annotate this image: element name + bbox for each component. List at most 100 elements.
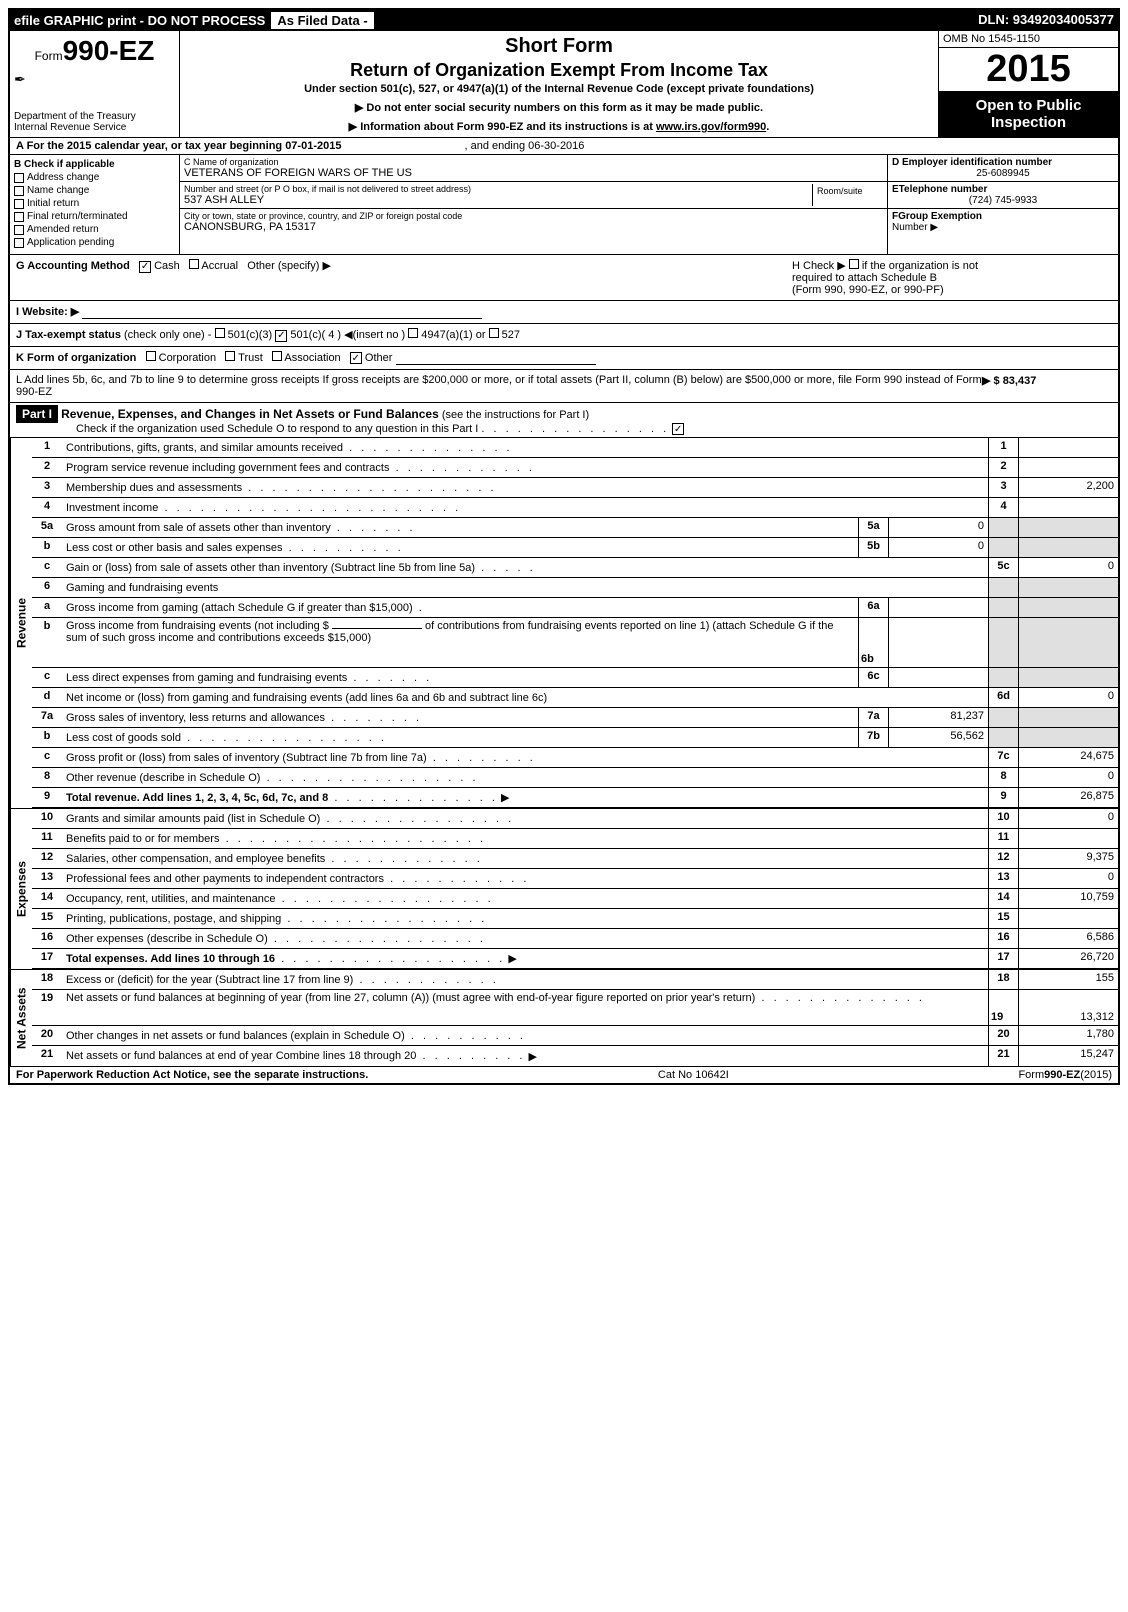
- instr-2: ▶ Information about Form 990-EZ and its …: [184, 120, 934, 133]
- line-9-value: 26,875: [1018, 788, 1118, 807]
- k-label: K Form of organization: [16, 352, 136, 364]
- checkbox-527[interactable]: [489, 328, 499, 338]
- part-1-header: Part I Revenue, Expenses, and Changes in…: [10, 403, 1118, 439]
- section-j: J Tax-exempt status (check only one) - 5…: [10, 324, 1118, 347]
- checkbox-schedule-o[interactable]: ✓: [672, 423, 684, 435]
- as-filed-box: As Filed Data -: [271, 12, 373, 29]
- line-12-value: 9,375: [1018, 849, 1118, 868]
- line-16-value: 6,586: [1018, 929, 1118, 948]
- checkbox-other-org[interactable]: ✓: [350, 352, 362, 364]
- instr-1: ▶ Do not enter social security numbers o…: [184, 101, 934, 114]
- line-7a-value: 81,237: [888, 708, 988, 727]
- l-text: L Add lines 5b, 6c, and 7b to line 9 to …: [16, 374, 982, 398]
- checkbox-name-change[interactable]: [14, 186, 24, 196]
- group-label2: Number ▶: [892, 222, 1114, 233]
- part-1-label: Part I: [16, 405, 58, 423]
- city-value: CANONSBURG, PA 15317: [184, 221, 883, 233]
- line-6d-value: 0: [1018, 688, 1118, 707]
- ein-value: 25-6089945: [892, 168, 1114, 179]
- checkbox-accrual[interactable]: [189, 259, 199, 269]
- checkbox-501c3[interactable]: [215, 328, 225, 338]
- checkbox-initial-return[interactable]: [14, 199, 24, 209]
- checkbox-assoc[interactable]: [272, 351, 282, 361]
- info-grid: B Check if applicable Address change Nam…: [10, 155, 1118, 255]
- irs-link[interactable]: www.irs.gov/form990: [656, 121, 766, 133]
- org-name-label: C Name of organization: [184, 157, 883, 167]
- part-1-check-note: Check if the organization used Schedule …: [76, 423, 478, 435]
- col-c-org-info: C Name of organization VETERANS OF FOREI…: [180, 155, 888, 254]
- revenue-label: Revenue: [10, 438, 32, 808]
- h-line1: H Check ▶: [792, 260, 846, 272]
- checkbox-final-return[interactable]: [14, 212, 24, 222]
- row-a-tax-year: A For the 2015 calendar year, or tax yea…: [10, 138, 1118, 155]
- checkbox-4947[interactable]: [408, 328, 418, 338]
- netassets-section: Net Assets 18Excess or (deficit) for the…: [10, 969, 1118, 1066]
- checkbox-h[interactable]: [849, 259, 859, 269]
- line-20-value: 1,780: [1018, 1026, 1118, 1045]
- form-header: Form990-EZ ✒ Department of the Treasury …: [10, 31, 1118, 138]
- h-line2: required to attach Schedule B: [792, 272, 1112, 284]
- i-label: I Website: ▶: [16, 306, 79, 318]
- line-7b-value: 56,562: [888, 728, 988, 747]
- omb-number: OMB No 1545-1150: [939, 31, 1118, 48]
- org-name-value: VETERANS OF FOREIGN WARS OF THE US: [184, 167, 883, 179]
- city-label: City or town, state or province, country…: [184, 211, 883, 221]
- part-1-note: (see the instructions for Part I): [442, 409, 589, 421]
- checkbox-app-pending[interactable]: [14, 238, 24, 248]
- ein-label: D Employer identification number: [892, 157, 1114, 168]
- tel-label: ETelephone number: [892, 184, 1114, 195]
- room-suite-label: Room/suite: [813, 184, 883, 206]
- checkbox-address-change[interactable]: [14, 173, 24, 183]
- line-19-value: 13,312: [1018, 990, 1118, 1025]
- col-b-header: B Check if applicable: [14, 159, 175, 170]
- section-k: K Form of organization Corporation Trust…: [10, 347, 1118, 370]
- line-3-value: 2,200: [1018, 478, 1118, 497]
- line-13-value: 0: [1018, 869, 1118, 888]
- cat-no: Cat No 10642I: [658, 1069, 729, 1081]
- paperwork-notice: For Paperwork Reduction Act Notice, see …: [16, 1069, 368, 1081]
- efile-notice: efile GRAPHIC print - DO NOT PROCESS: [14, 13, 265, 28]
- col-b-checkboxes: B Check if applicable Address change Nam…: [10, 155, 180, 254]
- checkbox-amended[interactable]: [14, 225, 24, 235]
- checkbox-corp[interactable]: [146, 351, 156, 361]
- addr-label: Number and street (or P O box, if mail i…: [184, 184, 812, 194]
- revenue-section: Revenue 1Contributions, gifts, grants, a…: [10, 438, 1118, 808]
- dept-treasury: Department of the Treasury: [14, 111, 175, 122]
- part-1-title: Revenue, Expenses, and Changes in Net As…: [61, 407, 439, 421]
- form-footer-id: Form990-EZ(2015): [1018, 1069, 1112, 1081]
- expenses-label: Expenses: [10, 809, 32, 969]
- j-label: J Tax-exempt status: [16, 329, 121, 341]
- tax-year: 2015: [939, 48, 1118, 91]
- line-21-value: 15,247: [1018, 1046, 1118, 1066]
- expenses-section: Expenses 10Grants and similar amounts pa…: [10, 808, 1118, 969]
- l-amount: ▶ $ 83,437: [982, 374, 1112, 387]
- checkbox-trust[interactable]: [225, 351, 235, 361]
- footer: For Paperwork Reduction Act Notice, see …: [10, 1066, 1118, 1083]
- section-g-h: G Accounting Method ✓ Cash Accrual Other…: [10, 255, 1118, 301]
- addr-value: 537 ASH ALLEY: [184, 194, 812, 206]
- tel-value: (724) 745-9933: [892, 195, 1114, 206]
- dln: DLN: 93492034005377: [978, 12, 1114, 29]
- section-l: L Add lines 5b, 6c, and 7b to line 9 to …: [10, 370, 1118, 403]
- group-label: FGroup Exemption: [892, 211, 1114, 222]
- g-label: G Accounting Method: [16, 260, 130, 272]
- h-line3: (Form 990, 990-EZ, or 990-PF): [792, 284, 1112, 296]
- netassets-label: Net Assets: [10, 970, 32, 1066]
- top-bar: efile GRAPHIC print - DO NOT PROCESS As …: [10, 10, 1118, 31]
- line-5a-value: 0: [888, 518, 988, 537]
- dept-irs: Internal Revenue Service: [14, 122, 175, 133]
- checkbox-501c[interactable]: ✓: [275, 330, 287, 342]
- line-8-value: 0: [1018, 768, 1118, 787]
- form-number: 990-EZ: [63, 35, 155, 66]
- line-7c-value: 24,675: [1018, 748, 1118, 767]
- form-990ez: efile GRAPHIC print - DO NOT PROCESS As …: [8, 8, 1120, 1085]
- line-5b-value: 0: [888, 538, 988, 557]
- checkbox-cash[interactable]: ✓: [139, 261, 151, 273]
- section-i: I Website: ▶: [10, 301, 1118, 324]
- subtitle: Under section 501(c), 527, or 4947(a)(1)…: [184, 83, 934, 95]
- line-10-value: 0: [1018, 809, 1118, 828]
- line-14-value: 10,759: [1018, 889, 1118, 908]
- inspection-box: Open to Public Inspection: [939, 91, 1118, 137]
- line-18-value: 155: [1018, 970, 1118, 989]
- col-d-numbers: D Employer identification number 25-6089…: [888, 155, 1118, 254]
